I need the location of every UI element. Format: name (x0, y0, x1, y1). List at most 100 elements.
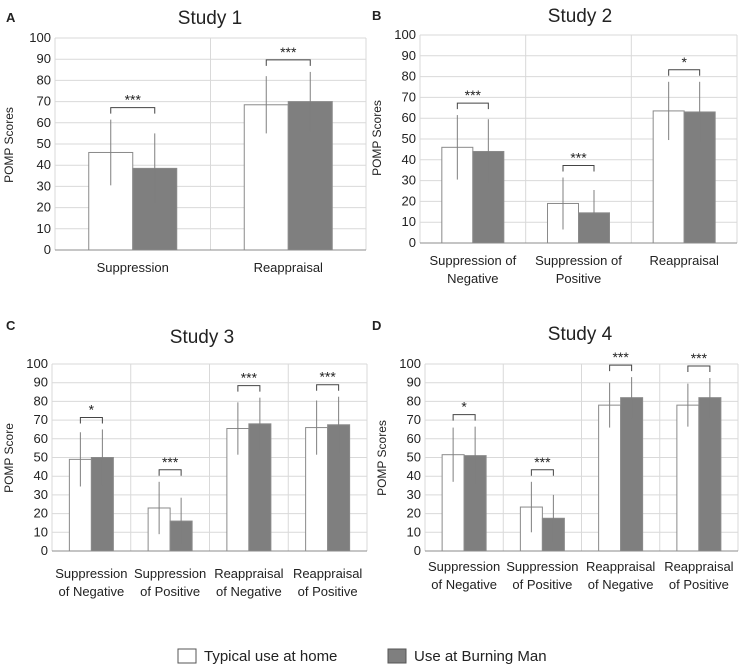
y-tick-label: 90 (37, 51, 51, 66)
x-category-label: Reappraisal (293, 566, 362, 581)
panel-d: D Study 4 POMP Scores 0 10 20 30 40 50 60 70 80 9… (372, 318, 739, 592)
panel-a: A Study 1 POMP Scores 0 10 20 30 40 50 60 70 80 9… (2, 8, 367, 275)
significance-label: *** (465, 87, 482, 103)
x-category-label: Suppression (506, 559, 578, 574)
y-tick-label: 10 (407, 524, 421, 539)
x-category-label: Reappraisal (214, 566, 283, 581)
x-category-label: Suppression of (429, 253, 516, 268)
y-tick-label: 40 (37, 157, 51, 172)
panel-letter: A (6, 10, 16, 25)
y-tick-label: 60 (407, 431, 421, 446)
significance-bracket (668, 69, 701, 76)
y-tick-label: 40 (402, 152, 416, 167)
chart-title: Study 3 (170, 327, 234, 348)
y-tick-label: 70 (402, 89, 416, 104)
significance-label: *** (125, 92, 142, 108)
significance-label: *** (691, 350, 708, 366)
x-category-label: Suppression of (535, 253, 622, 268)
significance-label: * (89, 401, 95, 417)
x-category-label: of Positive (298, 584, 358, 599)
y-tick-label: 30 (37, 178, 51, 193)
legend: Typical use at home Use at Burning Man (177, 648, 547, 665)
significance-bracket (265, 59, 311, 66)
y-tick-label: 0 (41, 543, 48, 558)
y-tick-label: 30 (34, 487, 48, 502)
panel-letter: B (372, 8, 381, 23)
x-category-label: Reappraisal (664, 559, 733, 574)
x-category-label: of Positive (669, 577, 729, 592)
significance-bracket (316, 384, 340, 391)
y-tick-label: 80 (34, 393, 48, 408)
panel-letter: C (6, 318, 16, 333)
y-tick-label: 40 (34, 468, 48, 483)
significance-bracket (687, 365, 711, 373)
y-tick-label: 30 (402, 173, 416, 188)
y-tick-label: 20 (407, 506, 421, 521)
significance-bracket (452, 414, 476, 421)
y-tick-label: 60 (402, 110, 416, 125)
y-tick-label: 90 (402, 48, 416, 63)
x-category-label: Reappraisal (586, 559, 655, 574)
x-category-label: Suppression (55, 566, 127, 581)
significance-bracket (456, 102, 489, 110)
significance-label: *** (162, 454, 179, 470)
significance-label: *** (280, 44, 297, 60)
y-tick-label: 10 (37, 221, 51, 236)
significance-bracket (158, 469, 182, 476)
x-category-label: Suppression (97, 260, 169, 275)
significance-bracket (609, 364, 633, 372)
chart-title: Study 4 (548, 324, 613, 345)
x-category-label: Positive (556, 271, 602, 286)
y-tick-label: 100 (29, 30, 51, 45)
panel-letter: D (372, 318, 381, 333)
significance-bracket (79, 416, 103, 424)
bar-use-at-burning-man (620, 397, 644, 552)
y-tick-label: 0 (44, 242, 51, 257)
y-tick-label: 70 (407, 412, 421, 427)
y-tick-label: 20 (34, 506, 48, 521)
significance-bracket (110, 107, 156, 114)
y-tick-label: 60 (34, 431, 48, 446)
x-category-label: of Negative (58, 584, 124, 599)
y-tick-label: 10 (402, 214, 416, 229)
x-category-label: Suppression (134, 566, 206, 581)
y-tick-label: 50 (37, 136, 51, 151)
x-category-label: Reappraisal (254, 260, 323, 275)
significance-bracket (530, 469, 554, 476)
x-category-label: Negative (447, 271, 498, 286)
chart-title: Study 2 (548, 6, 612, 27)
significance-label: *** (534, 454, 551, 470)
bar-use-at-burning-man (698, 397, 722, 552)
significance-label: *** (241, 370, 258, 386)
y-tick-label: 90 (407, 375, 421, 390)
y-tick-label: 50 (34, 450, 48, 465)
x-category-label: of Negative (431, 577, 497, 592)
x-category-label: of Positive (140, 584, 200, 599)
x-category-label: of Negative (216, 584, 282, 599)
significance-label: *** (319, 369, 336, 385)
y-tick-label: 100 (394, 27, 416, 42)
x-category-label: of Negative (588, 577, 654, 592)
significance-label: *** (612, 349, 629, 365)
y-tick-label: 10 (34, 524, 48, 539)
legend-label-home: Typical use at home (204, 648, 337, 665)
y-tick-label: 20 (402, 193, 416, 208)
y-tick-label: 0 (409, 235, 416, 250)
y-axis-label: POMP Scores (370, 100, 384, 176)
significance-bracket (562, 164, 595, 172)
x-category-label: Reappraisal (649, 253, 718, 268)
bar-typical-use-at-home (676, 404, 700, 552)
legend-label-burning-man: Use at Burning Man (414, 648, 547, 665)
significance-label: * (461, 399, 467, 415)
y-tick-label: 30 (407, 487, 421, 502)
y-tick-label: 0 (414, 543, 421, 558)
significance-label: *** (570, 149, 587, 165)
x-category-label: Suppression (428, 559, 500, 574)
y-tick-label: 100 (26, 356, 48, 371)
y-tick-label: 70 (34, 412, 48, 427)
significance-bracket (237, 385, 261, 392)
y-tick-label: 80 (407, 393, 421, 408)
x-category-label: of Positive (512, 577, 572, 592)
